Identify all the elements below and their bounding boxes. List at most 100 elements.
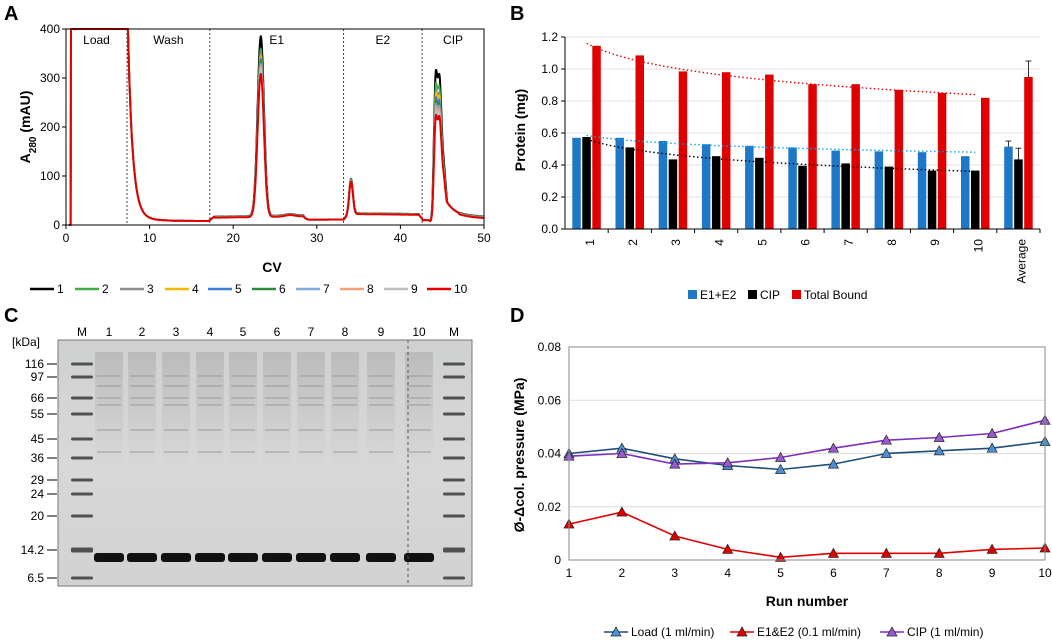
lane-faint-band [407,397,431,399]
lane-faint-band [231,385,255,387]
lane-smear [263,352,291,482]
trendline-total-bound [586,42,976,96]
lane-faint-band [198,375,222,377]
bar-cip-7 [841,163,850,229]
legend-swatch-total-bound [792,290,801,299]
lane-faint-band [130,429,154,431]
lane-faint-band [333,375,357,377]
y-tick-label: 0.0 [541,222,558,236]
panel-label-a: A [4,3,18,25]
lane-faint-band [369,397,393,399]
lane-main-band [366,553,396,562]
y-title-sub: 280 [28,136,39,153]
legend-marker [610,626,622,637]
pressure-marker [669,530,681,541]
y-tick-label: 0 [53,218,60,232]
lane-label: 9 [378,325,385,339]
y-tick-label: 0.04 [538,447,562,461]
bar-e1-e2-9 [917,152,927,229]
bar-total-bound-2 [635,55,644,230]
marker-band [71,514,93,518]
marker-size-label: 97 [31,370,45,384]
x-tick-label: 40 [394,231,408,245]
y-tick-label: 0.08 [538,340,562,354]
marker-band [443,576,465,580]
chromatogram-traces [68,28,485,226]
lane-faint-band [231,451,255,453]
y-tick-label: 1.2 [541,30,558,44]
lane-smear [297,352,325,482]
lane-faint-band [164,429,188,431]
lane-faint-band [407,375,431,377]
legend-label: CIP (1 ml/min) [907,625,983,639]
y-tick-label: 1.0 [541,62,558,76]
pressure-marker [880,447,892,458]
lane-main-band [262,553,292,562]
bar-e1-e2-7 [831,150,840,229]
marker-band [443,478,465,482]
pressure-gridlines [569,346,1045,508]
lane-faint-band [164,385,188,387]
phase-label: E1 [269,33,284,47]
lane-label: 6 [274,325,281,339]
pressure-marker [774,451,787,462]
legend-label: 9 [411,282,418,296]
x-tick-label: 8 [936,566,943,580]
lane-faint-band [231,404,255,406]
lane-main-band [404,553,434,562]
marker-band [71,456,93,460]
pressure-marker [774,463,787,474]
marker-size-label: 29 [31,473,45,487]
marker-band [71,547,93,553]
marker-band [443,362,465,366]
lane-label: 4 [207,325,214,339]
lane-smear [331,352,359,482]
marker-band [443,492,465,496]
legend-label: Total Bound [804,288,867,302]
category-label: 9 [928,239,942,246]
bar-axes: 0.0 0.2 0.4 0.6 0.8 1.0 1.2 1 2 3 4 5 6 7 8 9 10 Average [541,30,1041,284]
pressure-marker [827,547,840,558]
pressure-marker [933,445,945,456]
category-label: Average [1015,239,1029,284]
marker-band [71,362,93,366]
lane-main-band [296,553,326,562]
marker-size-label: 20 [31,509,45,523]
lane-label: 1 [106,325,113,339]
gel-unit-label: [kDa] [12,335,40,349]
y-tick-label: 0.4 [541,158,558,172]
lane-faint-band [97,451,121,453]
lane-smear [95,352,123,482]
lane-label: 7 [308,325,315,339]
bar-cip-Average [1014,159,1023,229]
bar-e1-e2-2 [615,137,624,229]
lane-faint-band [369,375,393,377]
y-tick-label: 100 [40,169,60,183]
bar-panel: 0.00.20.40.60.81.01.21 2 3 4 5 6 7 8 9 10 Average … [512,30,1041,302]
lane-faint-band [265,404,289,406]
bar-cip-1 [582,137,591,229]
pressure-marker [669,458,681,469]
chromatogram-panel: Load Wash E1 E2 CIP 0 10 20 30 40 50 0 100 200 300 400… [17,22,491,296]
legend-marker [886,626,898,637]
lane-faint-band [231,429,255,431]
bar-cip-5 [755,157,764,229]
marker-size-label: 36 [31,451,45,465]
marker-size-label: 66 [31,391,45,405]
lane-label: 10 [412,325,426,339]
lane-main-band [330,553,360,562]
lane-smear [367,352,395,482]
marker-band [71,437,93,441]
pressure-line-0 [568,440,1046,471]
lane-faint-band [407,404,431,406]
bar-total-bound-6 [808,84,817,229]
bar-e1-e2-5 [745,145,754,229]
y-tick-label: 0.06 [538,393,562,407]
lane-faint-band [299,397,323,399]
marker-band [443,456,465,460]
lane-faint-band [164,404,188,406]
lane-faint-band [265,385,289,387]
legend-label: E1&E2 (0.1 ml/min) [757,625,861,639]
legend-label: 3 [147,282,154,296]
pressure-marker [880,434,892,445]
